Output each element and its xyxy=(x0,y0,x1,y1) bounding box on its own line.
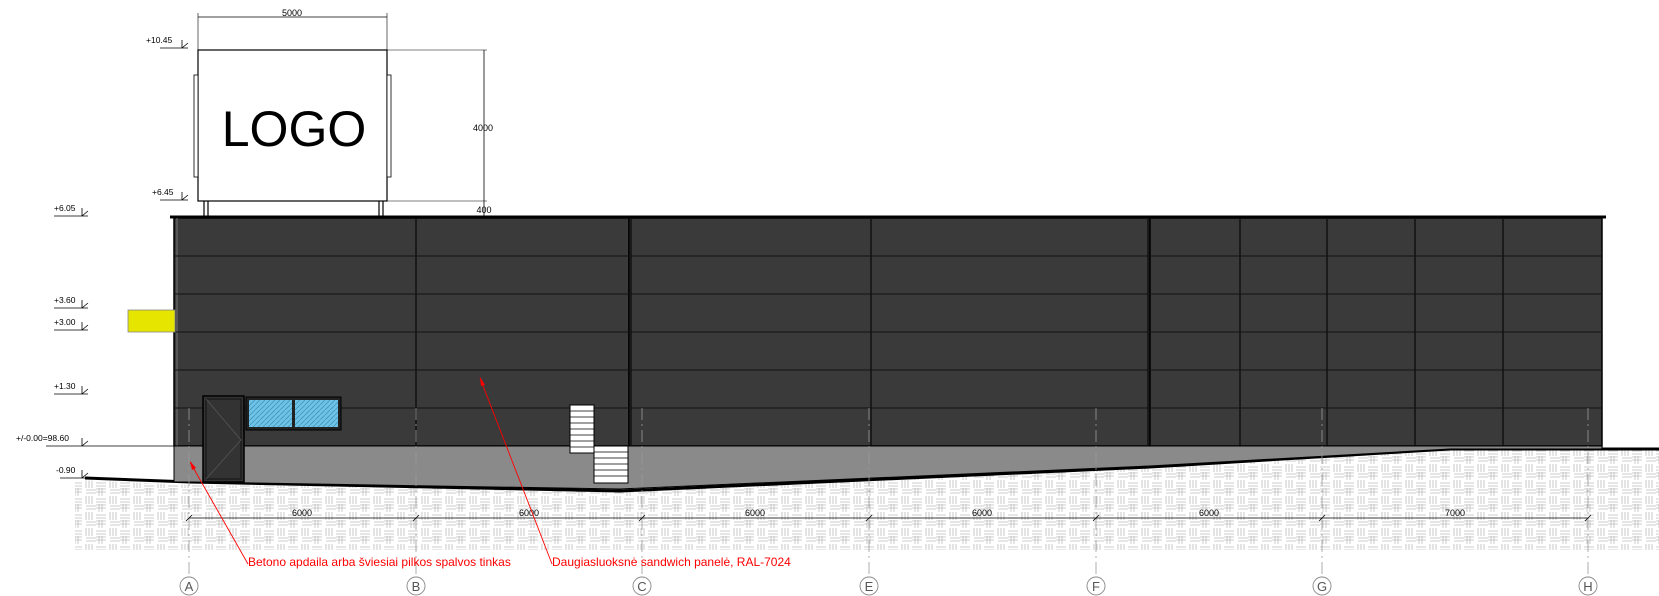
axis-label: G xyxy=(1317,579,1327,594)
sandwich-panel-note: Daugiasluoksnė sandwich panelė, RAL-7024 xyxy=(552,555,791,569)
span-dim: 7000 xyxy=(1445,508,1465,518)
panel-verticals xyxy=(415,218,1504,490)
level-label: +6.05 xyxy=(54,203,76,213)
span-dim: 6000 xyxy=(745,508,765,518)
level-label: +6.45 xyxy=(152,187,174,197)
concrete-plinth xyxy=(173,445,1603,490)
axis-label: H xyxy=(1583,579,1592,594)
axis-gridlines xyxy=(188,408,1589,575)
sign-side-right xyxy=(386,74,392,178)
window-pane-right xyxy=(295,400,338,427)
level-label: +10.45 xyxy=(146,35,173,45)
axis-label: E xyxy=(865,579,874,594)
axis-label: F xyxy=(1092,579,1100,594)
concrete-finish-note: Betono apdaila arba šviesiai pilkos spal… xyxy=(248,555,511,569)
sign-post-dim: 400 xyxy=(476,205,491,215)
axis-label: C xyxy=(637,579,646,594)
axis-label: B xyxy=(412,579,421,594)
sandwich-panel-leader xyxy=(479,377,553,565)
span-dim: 6000 xyxy=(292,508,312,518)
yellow-signage-element xyxy=(127,309,176,333)
span-dim: 6000 xyxy=(972,508,992,518)
ladder-rungs xyxy=(570,410,594,448)
axis-bubbles xyxy=(179,576,1598,596)
span-dim: 6000 xyxy=(1199,508,1219,518)
logo-sign xyxy=(197,49,388,202)
panel-joints xyxy=(174,255,1602,409)
sign-height-dim: 4000 xyxy=(473,123,493,133)
entrance-door-inner xyxy=(205,398,242,480)
entrance-door xyxy=(202,395,245,483)
span-dim: 6000 xyxy=(519,508,539,518)
level-label: +1.30 xyxy=(54,381,76,391)
window-pane-left xyxy=(249,400,292,427)
door-swing-lines xyxy=(205,398,242,480)
level-label: +/-0.00=98.60 xyxy=(16,433,69,443)
level-markers xyxy=(46,40,189,479)
sign-side-left xyxy=(193,74,199,178)
level-label: +3.00 xyxy=(54,317,76,327)
sign-width-dim: 5000 xyxy=(282,8,302,18)
level-label: -0.90 xyxy=(56,465,76,475)
concrete-finish-arrow xyxy=(190,461,196,470)
entrance-steps xyxy=(593,445,629,484)
ground-hatch xyxy=(75,449,1659,550)
level-label: +3.60 xyxy=(54,295,76,305)
step-lines xyxy=(594,451,628,477)
sandwich-panel-arrow xyxy=(480,377,485,386)
concrete-finish-leader xyxy=(189,461,249,565)
logo-text: LOGO xyxy=(222,101,366,157)
axis-label: A xyxy=(185,579,194,594)
span-ticks xyxy=(185,514,1592,522)
